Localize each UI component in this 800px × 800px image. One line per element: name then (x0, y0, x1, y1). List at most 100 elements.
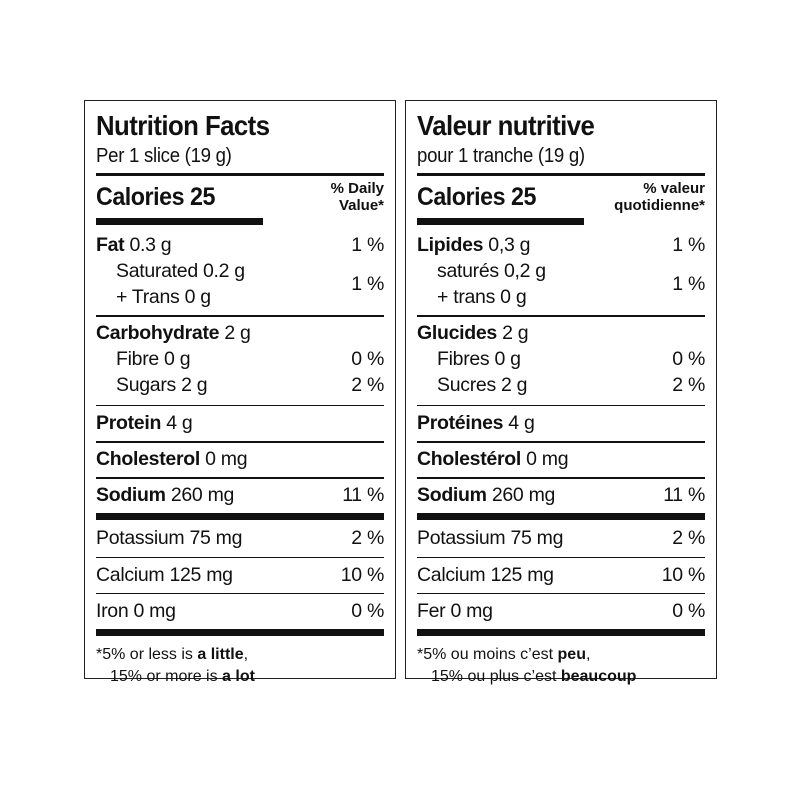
divider-rule (417, 512, 705, 520)
nutrient-name: Protein (96, 412, 162, 434)
panel-title: Nutrition Facts (96, 110, 270, 141)
nutrient-label: Calcium 125 mg (96, 563, 233, 586)
nutrient-label: Iron 0 mg (96, 599, 176, 622)
daily-value-percent: 0 % (351, 599, 384, 622)
nutrient-label: Potassium 75 mg (96, 526, 243, 549)
divider-rule (417, 315, 705, 317)
nutrient-name: Carbohydrate (96, 322, 220, 344)
calories-bar (417, 218, 584, 225)
daily-value-percent: 1 % (351, 233, 384, 256)
nutrient-row-carbohydrate: Glucides 2 g (417, 321, 705, 347)
nutrient-name: Sodium (96, 484, 166, 506)
nutrient-name: Sodium (417, 484, 487, 506)
fat-group: Fat 0.3 g 1 % Saturated 0.2 g + Trans 0 g 1 … (96, 225, 384, 315)
footnote-emphasis: beaucoup (560, 667, 637, 685)
footnote-text: 15% ou plus c’est (431, 667, 561, 685)
divider-rule (96, 556, 384, 558)
nutrient-label: Sugars 2 g (116, 374, 208, 396)
nutrient-row-fibre: Fibre 0 g 0 % (96, 347, 384, 373)
nutrient-name: Fat (96, 233, 125, 256)
calories: Calories 25 (96, 182, 215, 211)
nutrient-amount: 0 mg (526, 448, 569, 471)
nutrient-row-cholesterol: Cholestérol 0 mg (417, 443, 705, 478)
nutrient-amount: 0 mg (205, 448, 248, 471)
daily-value-percent: 0 % (672, 348, 705, 370)
nutrient-row-sugars: Sucres 2 g 2 % (417, 373, 705, 399)
footnote-text: *5% or less is (96, 645, 198, 663)
nutrient-row-sodium: Sodium 260 mg 11 % (96, 479, 384, 513)
divider-rule (96, 441, 384, 443)
calories-bar (96, 218, 263, 225)
footnote-emphasis: peu (557, 645, 586, 663)
divider-rule (96, 628, 384, 636)
footnote-line-2: 15% or more is a lot (96, 666, 384, 688)
divider-rule (96, 173, 384, 176)
nutrient-label: Glucides 2 g (417, 322, 529, 345)
nutrient-row-carbohydrate: Carbohydrate 2 g (96, 321, 384, 347)
divider-rule (417, 628, 705, 636)
nutrient-amount: 4 g (166, 412, 193, 434)
nutrient-name: Protéines (417, 412, 504, 434)
nutrient-name: Cholesterol (96, 448, 200, 471)
nutrient-amount: 2 g (502, 322, 529, 344)
daily-value-percent: 11 % (663, 484, 705, 506)
nutrient-row-calcium: Calcium 125 mg 10 % (96, 558, 384, 593)
divider-rule (417, 404, 705, 406)
nutrient-row-sodium: Sodium 260 mg 11 % (417, 479, 705, 513)
divider-rule (417, 441, 705, 443)
nutrient-amount: 4 g (508, 412, 535, 434)
daily-value-percent: 11 % (342, 484, 384, 506)
nutrient-amount: 2 g (224, 322, 251, 344)
daily-value-header-line: Value* (338, 197, 384, 214)
daily-value-header-line: quotidienne* (614, 197, 705, 214)
saturated-trans-group: Saturated 0.2 g + Trans 0 g 1 % (96, 258, 384, 310)
calories-row: Calories 25 % valeur quotidienne* (417, 176, 705, 218)
nutrient-label: Potassium 75 mg (417, 526, 564, 549)
daily-value-percent: 0 % (672, 599, 705, 622)
trans-fat: + trans 0 g (437, 285, 527, 308)
footnote-line-1: *5% ou moins c’est peu, (417, 644, 705, 666)
nutrient-row-fibre: Fibres 0 g 0 % (417, 347, 705, 373)
nutrient-label: Fibres 0 g (437, 348, 521, 370)
daily-value-header-line: % Daily (330, 180, 384, 197)
nutrient-row-fat: Fat 0.3 g 1 % (96, 232, 384, 258)
saturated-trans-labels: Saturated 0.2 g + Trans 0 g (96, 258, 245, 310)
nutrient-label: Protein 4 g (96, 412, 193, 435)
nutrient-row-potassium: Potassium 75 mg 2 % (96, 520, 384, 557)
nutrient-label: Sodium 260 mg (417, 484, 555, 507)
daily-value-percent: 2 % (351, 526, 384, 549)
nutrient-amount: 260 mg (170, 484, 235, 506)
divider-rule (417, 556, 705, 558)
nutrient-row-iron: Iron 0 mg 0 % (96, 594, 384, 629)
daily-value-percent: 2 % (351, 374, 384, 396)
fat-group: Lipides 0,3 g 1 % saturés 0,2 g + trans 0 g… (417, 225, 705, 315)
nutrient-label: Sodium 260 mg (96, 484, 234, 507)
footnote-line-2: 15% ou plus c’est beaucoup (417, 666, 705, 688)
saturated-fat: saturés 0,2 g (437, 259, 546, 282)
nutrient-row-iron: Fer 0 mg 0 % (417, 594, 705, 629)
nutrient-row-protein: Protein 4 g (96, 406, 384, 441)
nutrient-row-fat: Lipides 0,3 g 1 % (417, 232, 705, 258)
footnote-text: 15% or more is (110, 667, 223, 685)
nutrient-label: Fer 0 mg (417, 599, 493, 622)
nutrition-facts-panel-fr: Valeur nutritive pour 1 tranche (19 g) Cal… (405, 100, 717, 685)
nutrient-name: Glucides (417, 322, 497, 344)
serving-size: pour 1 tranche (19 g) (417, 145, 585, 167)
saturated-fat: Saturated 0.2 g (116, 259, 245, 282)
panel-title: Valeur nutritive (417, 110, 595, 141)
nutrient-row-potassium: Potassium 75 mg 2 % (417, 520, 705, 557)
nutrient-row-protein: Protéines 4 g (417, 406, 705, 441)
divider-rule (96, 315, 384, 317)
nutrient-label: Fat 0.3 g (96, 233, 172, 257)
nutrient-label: Protéines 4 g (417, 412, 535, 435)
daily-value-percent: 2 % (672, 526, 705, 549)
divider-rule (417, 173, 705, 176)
footnote-emphasis: a little (197, 645, 244, 663)
daily-value-percent: 0 % (351, 348, 384, 370)
divider-rule (96, 592, 384, 594)
divider-rule (417, 477, 705, 479)
divider-rule (96, 512, 384, 520)
divider-rule (96, 404, 384, 406)
nutrient-name: Cholestérol (417, 448, 521, 471)
footnote-emphasis: a lot (222, 667, 255, 685)
